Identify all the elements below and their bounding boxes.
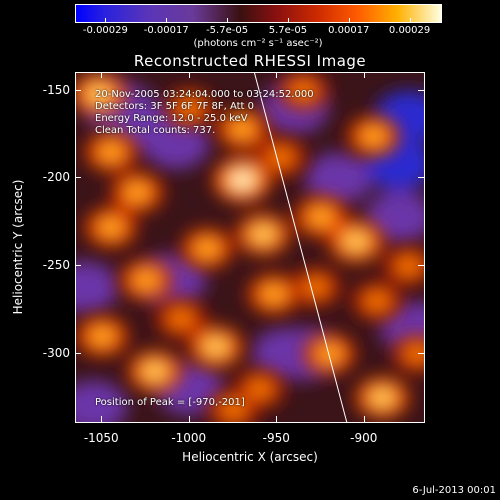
y-tick-label: -300 (42, 345, 70, 360)
intensity-blob (76, 315, 129, 357)
intensity-blob (278, 73, 329, 111)
intensity-blob (84, 131, 138, 173)
colorbar-tick (409, 18, 411, 23)
x-axis-label: Heliocentric X (arcsec) (182, 450, 318, 464)
y-tick-left (75, 89, 81, 91)
x-tick-top (276, 72, 278, 78)
intensity-blob (155, 298, 207, 339)
x-tick-label: -1000 (171, 431, 207, 445)
intensity-blob (110, 171, 164, 213)
intensity-blob (355, 376, 410, 419)
x-tick-top (101, 72, 103, 78)
peak-position-label: Position of Peak = [-970,-201] (95, 397, 245, 408)
x-tick-bottom (101, 416, 103, 422)
y-axis-label: Heliocentric Y (arcsec) (11, 179, 25, 315)
intensity-blob (383, 246, 424, 286)
intensity-blob (127, 350, 182, 393)
intensity-blob (290, 267, 342, 307)
y-tick-label: -150 (42, 82, 70, 97)
y-tick-right (418, 265, 424, 267)
x-tick-label: -1050 (83, 431, 119, 445)
colorbar-tick-label: 5.7e-05 (268, 25, 308, 36)
intensity-blob (119, 259, 173, 301)
plot-title: Reconstructed RHESSI Image (133, 52, 367, 70)
intensity-blob (328, 220, 384, 263)
x-tick-bottom (276, 416, 278, 422)
negative-intensity-blob (365, 190, 424, 243)
intensity-blob (188, 325, 244, 368)
x-tick-label: -900 (350, 431, 378, 445)
x-tick-bottom (188, 416, 190, 422)
colorbar-tick-label: -5.7e-05 (206, 25, 249, 36)
solar-limb-line (254, 73, 348, 422)
colorbar-tick (166, 18, 168, 23)
clean-counts-label: Clean Total counts: 737. (95, 125, 216, 136)
y-tick-right (418, 352, 424, 354)
y-tick-left (75, 177, 81, 179)
colorbar-tick (227, 18, 229, 23)
intensity-blob (236, 213, 291, 256)
negative-intensity-blob (304, 152, 373, 205)
intensity-blob (213, 158, 271, 203)
colorbar-tick (348, 18, 350, 23)
intensity-blob (76, 73, 127, 116)
colorbar-tick-label: 0.00029 (388, 25, 431, 36)
colorbar-tick-label: -0.00017 (143, 25, 189, 36)
colorbar-tick-label: 0.00017 (328, 25, 370, 36)
negative-intensity-blob (76, 380, 128, 422)
intensity-blob (351, 281, 403, 321)
y-tick-label: -200 (42, 170, 70, 185)
intensity-blob (180, 228, 234, 269)
colorbar (75, 4, 442, 23)
x-tick-label: -950 (262, 431, 290, 445)
x-tick-bottom (363, 416, 365, 422)
intensity-blob (215, 108, 269, 150)
energy-range-label: Energy Range: 12.0 - 25.0 keV (95, 113, 248, 124)
intensity-blob (234, 369, 286, 409)
intensity-blob (392, 334, 424, 374)
y-tick-label: -250 (42, 258, 70, 273)
time-range-label: 20-Nov-2005 03:24:04.000 to 03:24:52.000 (95, 89, 314, 100)
intensity-blob (164, 88, 215, 128)
colorbar-tick (105, 18, 107, 23)
y-tick-right (418, 89, 424, 91)
colorbar-tick (287, 18, 289, 23)
colorbar-tick-label: -0.00029 (82, 25, 128, 36)
x-tick-top (363, 72, 365, 78)
intensity-blob (247, 273, 301, 315)
y-tick-left (75, 352, 81, 354)
intensity-map (76, 73, 424, 422)
timestamp: 6-Jul-2013 00:01 (412, 485, 496, 496)
x-tick-top (188, 72, 190, 78)
y-tick-left (75, 265, 81, 267)
detectors-label: Detectors: 3F 5F 6F 7F 8F, Att 0 (95, 101, 255, 112)
intensity-blob (347, 115, 400, 157)
intensity-blob (303, 333, 357, 374)
negative-intensity-blob (76, 261, 119, 314)
intensity-blob (84, 207, 138, 248)
image-plot-area[interactable]: 20-Nov-2005 03:24:04.000 to 03:24:52.000… (75, 72, 425, 423)
y-tick-right (418, 177, 424, 179)
colorbar-units: (photons cm⁻² s⁻¹ asec⁻²) (193, 38, 323, 49)
intensity-blob (294, 196, 348, 238)
